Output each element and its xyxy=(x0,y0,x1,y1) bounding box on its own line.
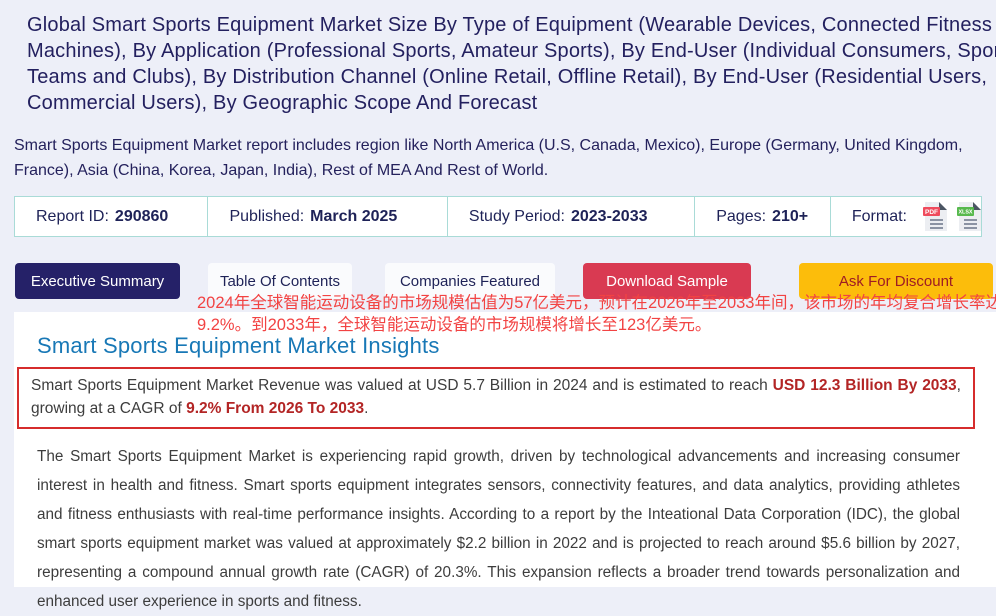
ask-for-discount-button[interactable]: Ask For Discount xyxy=(799,263,993,299)
meta-study-period: Study Period: 2023-2033 xyxy=(448,197,696,236)
highlight-bold-cagr: 9.2% From 2026 To 2033 xyxy=(186,400,365,417)
highlight-text: Smart Sports Equipment Market Revenue wa… xyxy=(31,377,773,394)
report-title-line: Global Smart Sports Equipment Market Siz… xyxy=(27,14,993,36)
chinese-annotation: 2024年全球智能运动设备的市场规模估值为57亿美元，预计在2026年至2033… xyxy=(197,292,996,336)
highlight-bold-value: USD 12.3 Billion By 2033 xyxy=(772,377,957,394)
chinese-annotation-line: 2024年全球智能运动设备的市场规模估值为57亿美元，预计在2026年至2033… xyxy=(197,294,996,312)
pdf-badge-label: PDF xyxy=(925,209,938,216)
report-title-line: Commercial Users), By Geographic Scope A… xyxy=(27,92,538,114)
meta-report-id-label: Report ID: xyxy=(36,207,109,225)
meta-study-period-value: 2023-2033 xyxy=(570,207,648,225)
report-subtitle-line: France), Asia (China, Korea, Japan, Indi… xyxy=(14,162,549,179)
xlsx-file-icon: XLSX xyxy=(957,202,981,231)
report-subtitle-line: Smart Sports Equipment Market report inc… xyxy=(14,137,963,154)
xlsx-badge-label: XLSX xyxy=(958,210,972,216)
companies-featured-button[interactable]: Companies Featured xyxy=(385,263,555,299)
report-title: Global Smart Sports Equipment Market Siz… xyxy=(27,12,996,116)
page-root: { "title": { "lines": [ "Global Smart Sp… xyxy=(14,12,996,610)
meta-study-period-label: Study Period: xyxy=(468,207,565,225)
report-title-line: Machines), By Application (Professional … xyxy=(27,40,996,62)
meta-format: Format: PDF XLSX xyxy=(831,197,981,236)
chinese-annotation-line: 9.2%。到2033年，全球智能运动设备的市场规模将增长至123亿美元。 xyxy=(197,316,712,334)
meta-pages-value: 210+ xyxy=(772,207,809,225)
meta-pages: Pages: 210+ xyxy=(695,197,831,236)
meta-report-id: Report ID: 290860 xyxy=(15,197,209,236)
report-title-line: Teams and Clubs), By Distribution Channe… xyxy=(27,66,988,88)
meta-format-label: Format: xyxy=(851,207,907,225)
meta-pages-label: Pages: xyxy=(716,207,767,225)
meta-published: Published: March 2025 xyxy=(208,197,448,236)
highlight-text: , growing at a CAGR of xyxy=(31,377,961,417)
report-subtitle: Smart Sports Equipment Market report inc… xyxy=(14,133,996,183)
pdf-file-icon: PDF xyxy=(923,202,947,231)
market-overview-paragraph: The Smart Sports Equipment Market is exp… xyxy=(37,448,960,610)
content-card: Smart Sports Equipment Market Insights S… xyxy=(14,312,996,610)
table-of-contents-button[interactable]: Table Of Contents xyxy=(208,263,352,299)
download-sample-button[interactable]: Download Sample xyxy=(583,263,751,299)
insights-heading: Smart Sports Equipment Market Insights xyxy=(37,333,440,358)
meta-published-label: Published: xyxy=(229,207,305,225)
format-icons: PDF XLSX xyxy=(923,202,981,231)
meta-report-id-value: 290860 xyxy=(114,207,169,225)
meta-published-value: March 2025 xyxy=(310,207,398,225)
executive-summary-button[interactable]: Executive Summary xyxy=(15,263,180,299)
highlight-text: . xyxy=(364,400,369,417)
market-highlight-box: Smart Sports Equipment Market Revenue wa… xyxy=(17,367,975,429)
report-meta-bar: Report ID: 290860 Published: March 2025 … xyxy=(14,196,982,237)
